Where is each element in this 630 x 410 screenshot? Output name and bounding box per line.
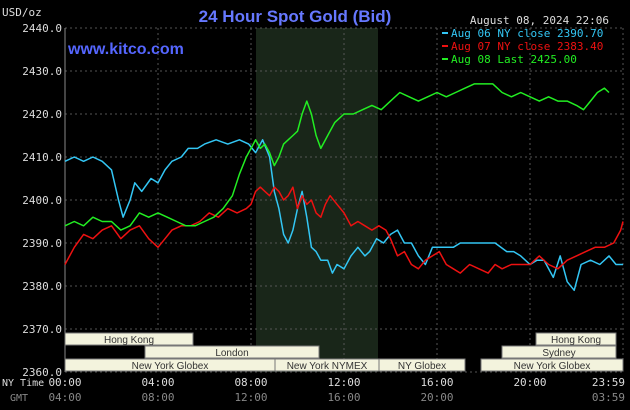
x-tick-gmt: 16:00 bbox=[327, 391, 360, 404]
x-tick-ny: 00:00 bbox=[48, 376, 81, 389]
y-tick-label: 2370.0 bbox=[22, 323, 62, 336]
legend-entry: Aug 07 NY close 2383.40 bbox=[451, 40, 603, 53]
y-tick-label: 2420.0 bbox=[22, 108, 62, 121]
y-axis: 2440.0 2430.0 2420.0 2410.0 2400.0 2390.0 2380… bbox=[22, 22, 66, 379]
y-tick-label: 2410.0 bbox=[22, 151, 62, 164]
x-tick-ny: 20:00 bbox=[513, 376, 546, 389]
session-label: London bbox=[215, 348, 248, 359]
session-label: New York Globex bbox=[132, 361, 209, 372]
series-line-2 bbox=[64, 83, 610, 231]
unit-label: USD/oz bbox=[2, 6, 42, 19]
y-tick-label: 2400.0 bbox=[22, 194, 62, 207]
x-tick-gmt: 04:00 bbox=[48, 391, 81, 404]
series-line-1 bbox=[64, 186, 624, 274]
session-bar bbox=[480, 358, 624, 372]
session-label: New York NYMEX bbox=[287, 361, 368, 372]
price-series bbox=[64, 83, 624, 292]
session-label: Hong Kong bbox=[551, 335, 601, 346]
session-bar bbox=[378, 358, 466, 372]
x-tick-gmt: 08:00 bbox=[141, 391, 174, 404]
session-bar bbox=[535, 332, 617, 346]
session-bar bbox=[144, 345, 320, 359]
x-tick-ny: 08:00 bbox=[234, 376, 267, 389]
kitco-watermark: www.kitco.com bbox=[67, 41, 184, 58]
x-tick-ny: 12:00 bbox=[327, 376, 360, 389]
legend-entry: Aug 06 NY close 2390.70 bbox=[451, 27, 603, 40]
x-tick-gmt: 12:00 bbox=[234, 391, 267, 404]
session-bars: Hong Kong London New York Globex New York N… bbox=[64, 332, 624, 372]
ny-time-label: NY Time bbox=[2, 378, 44, 389]
session-label: NY Globex bbox=[398, 361, 446, 372]
y-tick-label: 2390.0 bbox=[22, 237, 62, 250]
x-tick-gmt: 20:00 bbox=[420, 391, 453, 404]
session-label: New York Globex bbox=[514, 361, 591, 372]
legend-entry: Aug 08 Last 2425.00 bbox=[451, 53, 577, 66]
x-tick-gmt: 03:59 bbox=[592, 391, 625, 404]
session-bar bbox=[64, 332, 194, 346]
y-tick-label: 2360.0 bbox=[22, 366, 62, 379]
datetime-stamp: August 08, 2024 22:06 bbox=[470, 14, 609, 27]
x-axis: 00:00 04:00 08:00 12:00 16:00 20:00 23:59 04:00… bbox=[2, 376, 625, 404]
x-tick-ny: 23:59 bbox=[592, 376, 625, 389]
gmt-label: GMT bbox=[10, 393, 28, 404]
y-tick-label: 2430.0 bbox=[22, 65, 62, 78]
chart-title: 24 Hour Spot Gold (Bid) bbox=[199, 7, 392, 26]
y-tick-label: 2440.0 bbox=[22, 22, 62, 35]
session-label: Hong Kong bbox=[104, 335, 154, 346]
y-tick-label: 2380.0 bbox=[22, 280, 62, 293]
x-tick-ny: 16:00 bbox=[420, 376, 453, 389]
x-tick-ny: 04:00 bbox=[141, 376, 174, 389]
grid-lines bbox=[64, 27, 624, 373]
session-label: Sydney bbox=[542, 348, 575, 359]
session-bar bbox=[501, 345, 617, 359]
series-line-0 bbox=[64, 139, 623, 292]
